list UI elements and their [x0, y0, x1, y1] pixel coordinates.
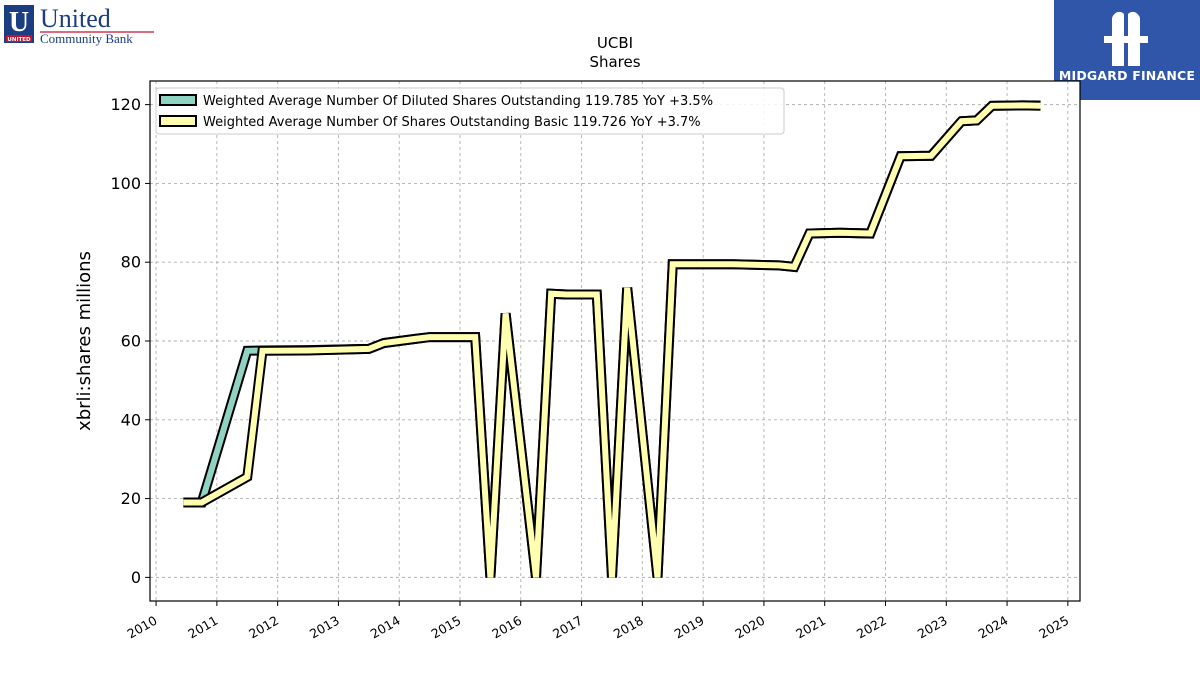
- x-tick-label-2011: 2011: [185, 613, 220, 642]
- x-tick-label-2014: 2014: [368, 613, 403, 642]
- series-2-line: [183, 102, 1041, 578]
- company-logo: U UNITED United Community Bank: [4, 5, 154, 46]
- x-tick-label-2019: 2019: [672, 613, 707, 642]
- x-tick-label-2020: 2020: [732, 613, 767, 642]
- brand-name: MIDGARD FINANCE: [1058, 68, 1196, 83]
- x-tick-label-2025: 2025: [1036, 613, 1071, 642]
- x-tick-label-2015: 2015: [428, 613, 463, 642]
- legend: Weighted Average Number Of Diluted Share…: [155, 87, 785, 135]
- y-tick-label-120: 120: [110, 95, 141, 114]
- x-tick-label-2018: 2018: [611, 613, 646, 642]
- y-tick-label-0: 0: [131, 568, 141, 587]
- x-tick-label-2022: 2022: [854, 613, 889, 642]
- company-logo-badge-bg: [6, 35, 32, 42]
- company-logo-word1: United: [40, 5, 111, 33]
- x-tick-label-2021: 2021: [793, 613, 828, 642]
- x-axis: 2010 2011 2012 2013 2014 2015 2016 2017 2018 2019…: [125, 601, 1071, 642]
- chart-title: UCBI: [597, 34, 633, 52]
- series-layer: [183, 100, 1041, 578]
- y-tick-label-20: 20: [121, 489, 141, 508]
- brand-mark-icon: [1104, 11, 1148, 66]
- legend-box: [155, 87, 785, 135]
- grid: [150, 81, 1080, 601]
- y-axis-label-group: xbrli:shares millions: [74, 251, 95, 431]
- chart-subtitle: Shares: [589, 53, 640, 71]
- y-axis-label: xbrli:shares millions: [74, 251, 95, 431]
- y-tick-label-100: 100: [110, 174, 141, 193]
- company-logo-u: U: [9, 7, 29, 38]
- x-tick-label-2023: 2023: [915, 613, 950, 642]
- x-tick-label-2012: 2012: [246, 613, 281, 642]
- company-logo-word2: Community Bank: [40, 31, 133, 46]
- y-tick-label-40: 40: [121, 410, 141, 429]
- legend-label-1: Weighted Average Number Of Diluted Share…: [203, 94, 713, 109]
- x-tick-label-2013: 2013: [307, 613, 342, 642]
- company-logo-badge: UNITED: [7, 37, 31, 43]
- legend-swatch-1: [159, 94, 197, 106]
- y-tick-label-80: 80: [121, 253, 141, 272]
- legend-label-2: Weighted Average Number Of Shares Outsta…: [203, 115, 701, 130]
- legend-swatch-2: [159, 115, 197, 127]
- x-tick-label-2016: 2016: [489, 613, 524, 642]
- x-tick-label-2010: 2010: [125, 613, 160, 642]
- y-tick-label-60: 60: [121, 332, 141, 351]
- x-tick-label-2017: 2017: [550, 613, 585, 642]
- y-axis: 0 20 40 60 80 100 120: [110, 95, 150, 587]
- x-tick-label-2024: 2024: [976, 613, 1011, 642]
